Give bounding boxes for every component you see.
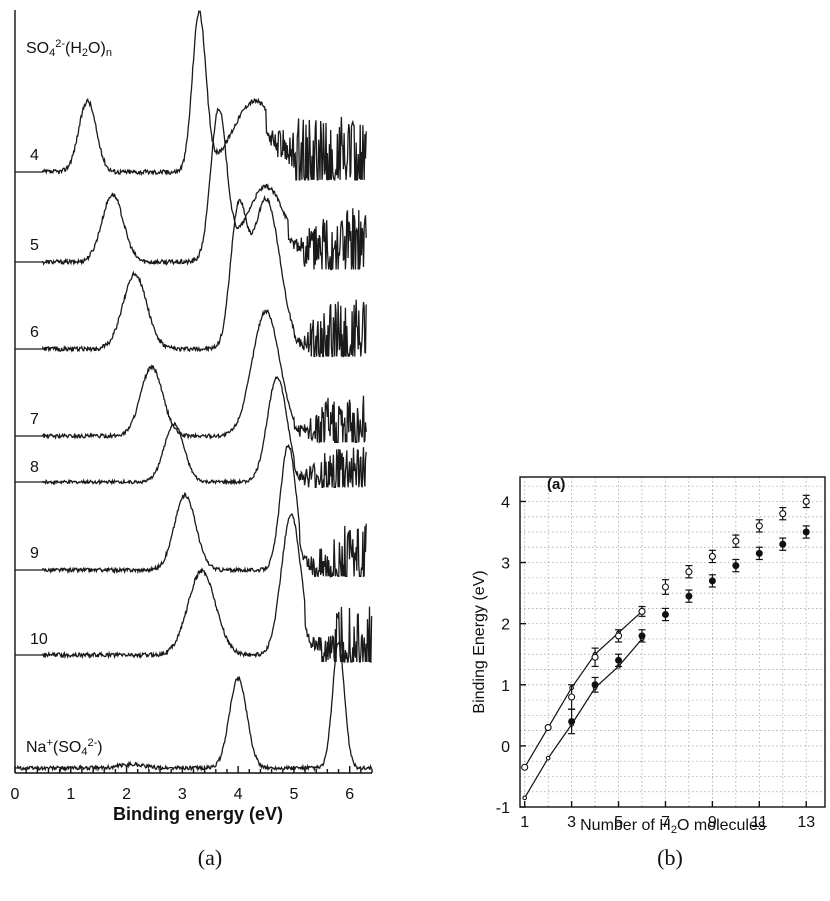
x-tick-label: 1 bbox=[520, 814, 529, 831]
spectra-panel: 0 1 2 3 4 5 6 4 5 6 7 8 9 10 Na+(SO42-) SO42-(H2O)n B… bbox=[11, 9, 373, 870]
open-marker bbox=[802, 497, 810, 505]
spectrum-label: 10 bbox=[30, 631, 48, 648]
x-tick-label: 5 bbox=[614, 814, 623, 831]
open-marker bbox=[638, 607, 646, 615]
spectrum-trace bbox=[15, 512, 373, 663]
x-tick-label: 3 bbox=[567, 814, 576, 831]
y-tick-label: 1 bbox=[501, 678, 510, 695]
open-marker bbox=[544, 724, 552, 732]
filled-marker bbox=[802, 528, 810, 536]
x-tick-label: 6 bbox=[345, 786, 354, 803]
x-tick-label: 4 bbox=[234, 786, 243, 803]
spectrum-label: 9 bbox=[30, 545, 39, 562]
plot-frame bbox=[519, 476, 826, 808]
x-tick-label: 9 bbox=[708, 814, 717, 831]
filled-marker bbox=[732, 562, 740, 570]
data-points bbox=[521, 494, 810, 771]
spectrum-label: 8 bbox=[30, 459, 39, 476]
y-tick-label: -1 bbox=[496, 800, 510, 817]
x-axis-label: Number of H2O molecules bbox=[580, 817, 766, 836]
spectrum-label: 6 bbox=[30, 324, 39, 341]
open-marker bbox=[614, 632, 623, 640]
filled-marker bbox=[591, 681, 599, 689]
filled-marker bbox=[615, 656, 623, 664]
x-tick-label: 5 bbox=[289, 786, 298, 803]
spectrum-trace bbox=[15, 9, 367, 181]
spectrum-label: 4 bbox=[30, 147, 39, 164]
fit-line bbox=[524, 610, 643, 768]
y-axis-label: Binding Energy (eV) bbox=[471, 570, 488, 713]
spectra-x-ticks: 0 1 2 3 4 5 6 bbox=[11, 766, 373, 803]
spectrum-label: 5 bbox=[30, 237, 39, 254]
y-tick-label: 0 bbox=[501, 739, 510, 756]
x-tick-label: 11 bbox=[751, 814, 768, 831]
spectra-x-label: Binding energy (eV) bbox=[113, 804, 283, 824]
fit-point bbox=[545, 755, 551, 761]
y-tick-label: 4 bbox=[501, 494, 510, 511]
y-tick-label: 3 bbox=[501, 556, 510, 573]
spectrum-trace bbox=[15, 194, 367, 358]
open-marker bbox=[568, 693, 576, 701]
x-tick-label: 13 bbox=[797, 814, 815, 831]
x-tick-label: 3 bbox=[178, 786, 187, 803]
spectrum-label: Na+(SO42-) bbox=[26, 737, 103, 758]
open-marker bbox=[779, 510, 787, 518]
fit-line bbox=[524, 638, 643, 799]
spectrum-trace bbox=[15, 443, 367, 579]
open-marker bbox=[591, 653, 599, 661]
caption-b: (b) bbox=[657, 845, 683, 870]
filled-marker bbox=[755, 549, 763, 557]
filled-marker bbox=[638, 632, 646, 640]
filled-marker bbox=[661, 611, 669, 618]
spectrum-trace bbox=[15, 375, 367, 488]
panel-label: (a) bbox=[547, 476, 565, 493]
spectrum-trace bbox=[15, 107, 367, 271]
open-marker bbox=[521, 763, 529, 771]
caption-a: (a) bbox=[198, 845, 222, 870]
open-marker bbox=[732, 537, 740, 545]
spectra-title: SO42-(H2O)n bbox=[26, 38, 112, 59]
filled-marker bbox=[568, 717, 576, 725]
open-marker bbox=[661, 583, 670, 591]
x-tick-label: 0 bbox=[11, 786, 20, 803]
x-tick-label: 7 bbox=[661, 814, 670, 831]
filled-marker bbox=[708, 577, 716, 585]
x-tick-label: 2 bbox=[122, 786, 131, 803]
open-marker bbox=[755, 522, 763, 530]
filled-marker bbox=[779, 540, 787, 548]
spectrum-label: 7 bbox=[30, 411, 39, 428]
grid bbox=[520, 477, 825, 808]
open-marker bbox=[708, 552, 716, 560]
spectrum-trace bbox=[15, 309, 367, 444]
spectrum-trace bbox=[15, 640, 373, 773]
fit-point bbox=[522, 795, 528, 801]
fit-lines bbox=[522, 609, 645, 801]
open-marker bbox=[685, 568, 693, 576]
filled-marker bbox=[685, 592, 693, 600]
y-tick-label: 2 bbox=[501, 617, 510, 634]
spectra-traces: 4 5 6 7 8 9 10 Na+(SO42-) bbox=[15, 9, 373, 773]
x-tick-label: 1 bbox=[66, 786, 75, 803]
